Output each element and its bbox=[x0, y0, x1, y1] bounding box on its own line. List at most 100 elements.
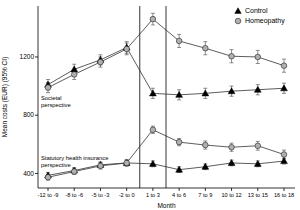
x-tick bbox=[257, 188, 258, 191]
marker bbox=[281, 63, 287, 69]
error-bar-cap bbox=[151, 24, 155, 25]
error-bar-cap bbox=[203, 98, 207, 99]
chart: 4008001200-12 to -9-8 to -6-5 to -3-2 to… bbox=[0, 0, 300, 210]
x-tick bbox=[205, 188, 206, 191]
annotation: perspective bbox=[41, 162, 71, 168]
error-bar-cap bbox=[125, 41, 129, 42]
annotation: Statutory health insurance bbox=[41, 155, 108, 161]
error-bar bbox=[98, 163, 102, 169]
error-bar-cap bbox=[203, 54, 207, 55]
error-bar bbox=[203, 141, 207, 149]
error-bar bbox=[256, 50, 260, 63]
y-tick-label: 400 bbox=[23, 170, 34, 177]
error-bar-cap bbox=[230, 143, 234, 144]
y-tick-label: 800 bbox=[23, 111, 34, 118]
error-bar-cap bbox=[72, 64, 76, 65]
error-bar-cap bbox=[46, 79, 50, 80]
error-bar bbox=[203, 42, 207, 55]
error-bar-cap bbox=[282, 150, 286, 151]
x-tick-label: -8 to -6 bbox=[65, 192, 83, 198]
error-bar-cap bbox=[230, 49, 234, 50]
error-bar-cap bbox=[151, 126, 155, 127]
marker bbox=[45, 174, 51, 180]
error-bar-cap bbox=[282, 93, 286, 94]
marker bbox=[124, 160, 130, 166]
error-bar-cap bbox=[125, 43, 129, 44]
y-tick bbox=[35, 115, 38, 116]
error-bar-cap bbox=[203, 88, 207, 89]
marker bbox=[45, 85, 51, 91]
error-bar-cap bbox=[151, 98, 155, 99]
x-tick bbox=[179, 188, 180, 191]
y-axis-title: Mean costs (EUR) (95% CI) bbox=[1, 57, 9, 138]
error-bar-cap bbox=[177, 89, 181, 90]
marker bbox=[281, 85, 288, 91]
marker bbox=[150, 127, 156, 133]
error-bar-cap bbox=[256, 150, 260, 151]
series-line bbox=[48, 161, 284, 175]
marker bbox=[228, 88, 235, 94]
x-tick-label: 13 to 15 bbox=[248, 192, 268, 198]
error-bar bbox=[46, 174, 50, 180]
series-line bbox=[48, 47, 284, 94]
error-bar-cap bbox=[151, 133, 155, 134]
y-axis bbox=[38, 6, 39, 188]
error-bar-cap bbox=[282, 72, 286, 73]
marker bbox=[202, 90, 209, 96]
error-bar bbox=[72, 168, 76, 174]
marker bbox=[228, 160, 235, 166]
marker bbox=[176, 166, 183, 172]
legend-label: Homeopathy bbox=[245, 17, 285, 25]
marker bbox=[71, 66, 78, 72]
marker bbox=[176, 91, 183, 97]
series-line bbox=[48, 19, 284, 87]
marker bbox=[123, 160, 130, 166]
error-bar-cap bbox=[177, 145, 181, 146]
marker bbox=[149, 160, 156, 166]
x-tick bbox=[231, 188, 232, 191]
error-bar-cap bbox=[177, 47, 181, 48]
marker bbox=[281, 158, 288, 164]
error-bar-cap bbox=[230, 86, 234, 87]
error-bar bbox=[177, 138, 181, 145]
error-bar-cap bbox=[203, 140, 207, 141]
marker bbox=[71, 169, 77, 175]
error-bar-cap bbox=[256, 63, 260, 64]
error-bar-cap bbox=[230, 96, 234, 97]
marker bbox=[255, 143, 261, 149]
x-tick-label: -2 to 0 bbox=[119, 192, 135, 198]
marker bbox=[229, 144, 235, 150]
x-tick-label: 1 to 3 bbox=[146, 192, 160, 198]
x-axis bbox=[38, 188, 295, 189]
marker bbox=[281, 152, 287, 158]
legend-label: Control bbox=[245, 7, 268, 14]
x-tick-label: 4 to 6 bbox=[172, 192, 186, 198]
y-tick bbox=[35, 173, 38, 174]
x-tick bbox=[126, 188, 127, 191]
error-bar bbox=[125, 42, 129, 54]
marker bbox=[150, 16, 156, 22]
error-bar-cap bbox=[151, 88, 155, 89]
annotation: perspective bbox=[41, 102, 71, 108]
error-bar-cap bbox=[203, 149, 207, 150]
marker bbox=[176, 38, 182, 44]
error-bar bbox=[256, 141, 260, 150]
x-tick-label: -5 to -3 bbox=[92, 192, 110, 198]
x-tick-label: 7 to 9 bbox=[198, 192, 212, 198]
error-bar-cap bbox=[230, 151, 234, 152]
y-tick bbox=[35, 56, 38, 57]
x-tick-label: 10 to 12 bbox=[221, 192, 241, 198]
error-bar-cap bbox=[177, 99, 181, 100]
error-bar-cap bbox=[72, 79, 76, 80]
marker bbox=[124, 46, 130, 52]
error-bar-cap bbox=[203, 41, 207, 42]
marker bbox=[254, 160, 261, 166]
error-bar bbox=[282, 150, 286, 159]
marker bbox=[98, 59, 104, 65]
error-bar-cap bbox=[177, 138, 181, 139]
series-line bbox=[48, 130, 284, 177]
marker bbox=[176, 139, 182, 145]
error-bar-cap bbox=[256, 50, 260, 51]
error-bar-cap bbox=[230, 62, 234, 63]
error-bar bbox=[230, 50, 234, 63]
